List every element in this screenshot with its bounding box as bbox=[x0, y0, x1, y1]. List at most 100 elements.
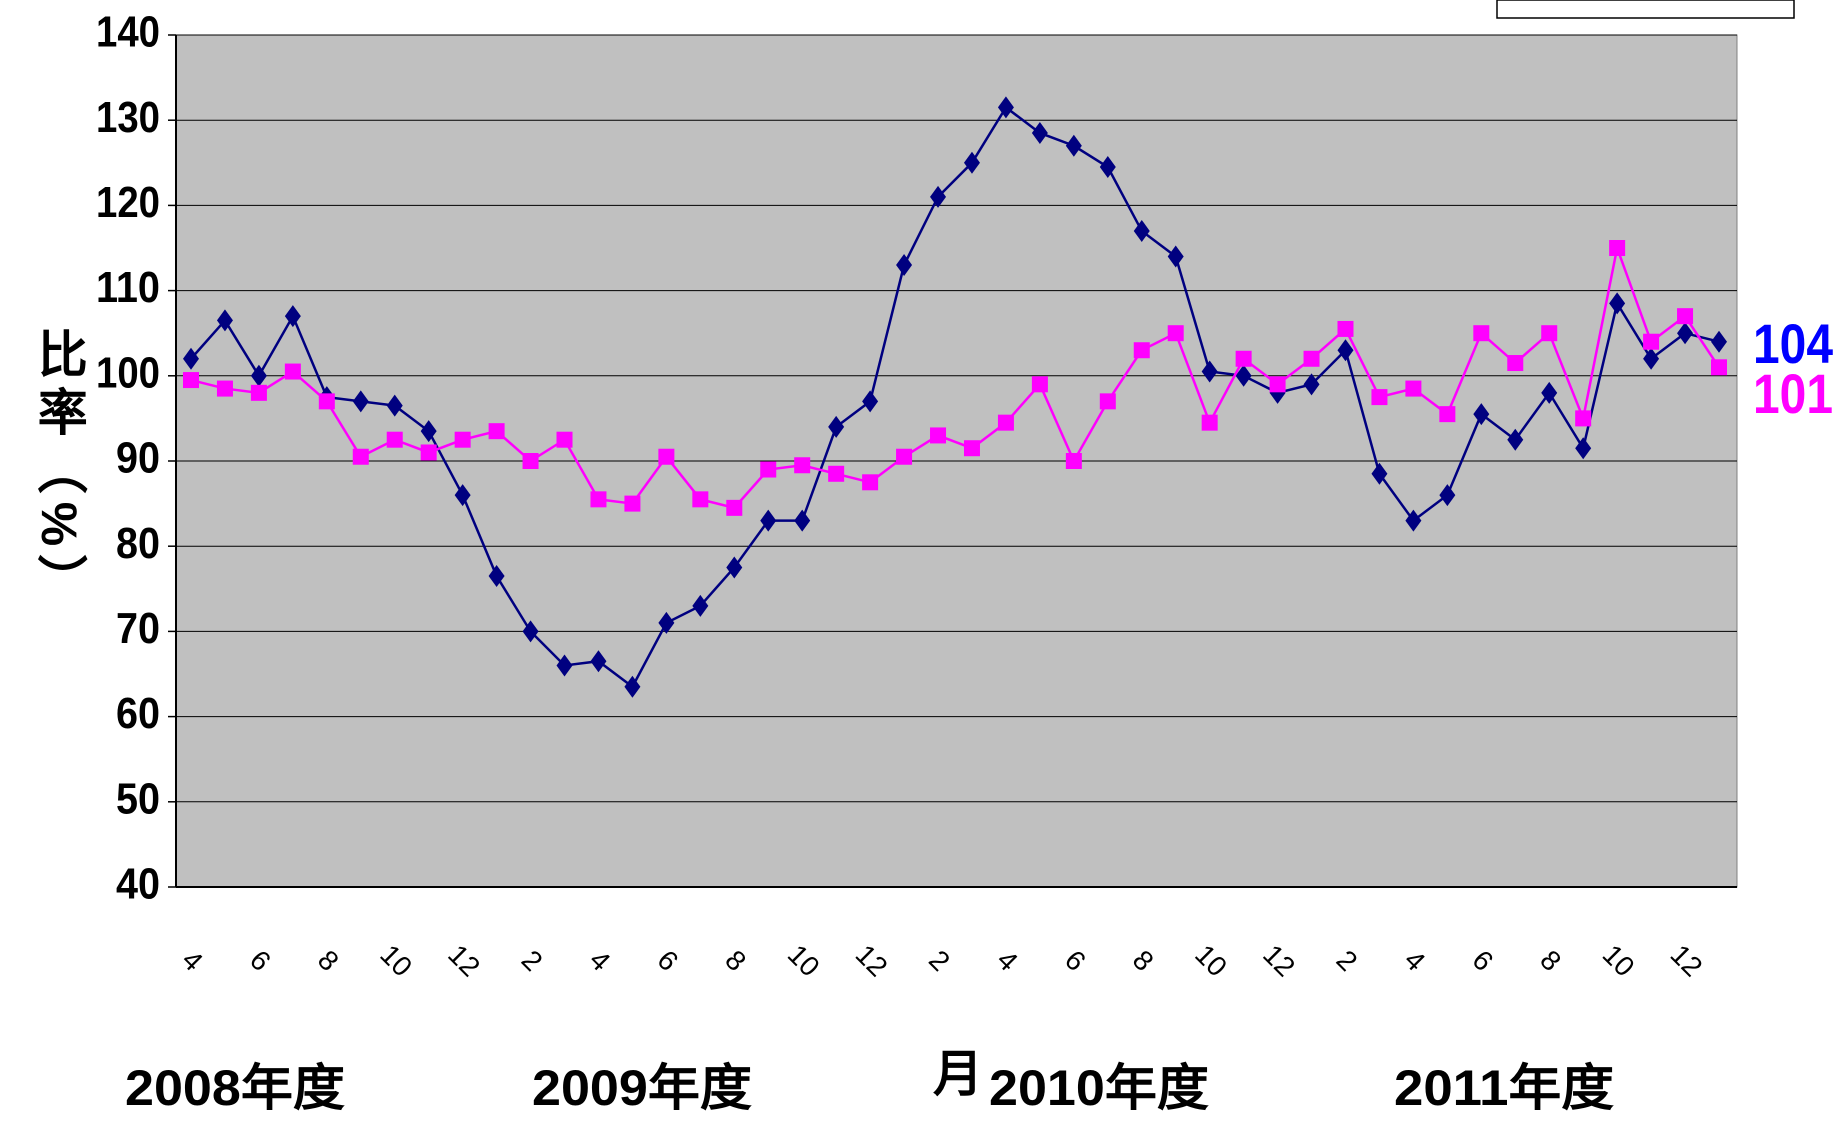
x-axis-label: 月 bbox=[933, 1046, 983, 1102]
data-point bbox=[250, 384, 267, 401]
data-point bbox=[1507, 428, 1524, 451]
data-point bbox=[794, 509, 811, 532]
data-point bbox=[522, 620, 539, 643]
y-tick-label: 120 bbox=[96, 178, 160, 227]
x-tick-label: 8 bbox=[719, 944, 752, 977]
data-point bbox=[1371, 389, 1388, 406]
y-tick-label: 80 bbox=[116, 519, 160, 568]
data-point bbox=[726, 499, 743, 516]
data-point bbox=[1235, 364, 1252, 387]
data-point bbox=[1575, 437, 1592, 460]
x-tick-label: 6 bbox=[1466, 944, 1499, 977]
data-point bbox=[1269, 376, 1286, 393]
period-label: 2010年度 bbox=[989, 1060, 1209, 1116]
data-point bbox=[1099, 156, 1116, 179]
data-point bbox=[1405, 509, 1422, 532]
data-point bbox=[692, 594, 709, 617]
data-point bbox=[1337, 320, 1354, 337]
y-tick-label: 60 bbox=[116, 689, 160, 738]
data-point bbox=[488, 565, 505, 588]
data-point bbox=[1065, 134, 1082, 157]
data-point bbox=[930, 427, 947, 444]
x-tick-label: 12 bbox=[1665, 939, 1709, 983]
data-point bbox=[1643, 333, 1660, 350]
data-point bbox=[1473, 403, 1490, 426]
data-point bbox=[284, 363, 301, 380]
data-point bbox=[930, 185, 947, 208]
end-label: 104 bbox=[1753, 312, 1833, 375]
y-tick-label: 50 bbox=[116, 774, 160, 823]
data-point bbox=[1439, 406, 1456, 423]
x-tick-label: 4 bbox=[991, 944, 1024, 977]
period-label: 2008年度 bbox=[125, 1060, 345, 1116]
data-point bbox=[1031, 121, 1048, 144]
data-point bbox=[896, 254, 913, 277]
data-point bbox=[1711, 330, 1727, 353]
series-line bbox=[190, 243, 1721, 510]
data-point bbox=[1609, 240, 1626, 256]
data-point bbox=[997, 414, 1014, 431]
x-tick-label: 6 bbox=[651, 944, 684, 977]
data-point bbox=[1031, 376, 1048, 393]
data-point bbox=[692, 491, 709, 508]
data-point bbox=[1677, 322, 1694, 345]
data-point bbox=[420, 444, 437, 461]
data-point bbox=[760, 509, 777, 532]
data-point bbox=[1677, 308, 1694, 325]
x-tick-label: 12 bbox=[850, 939, 894, 983]
x-tick-label: 8 bbox=[1534, 944, 1567, 977]
data-point bbox=[1405, 380, 1422, 397]
data-point bbox=[216, 309, 233, 332]
data-point bbox=[1609, 292, 1626, 315]
data-point bbox=[454, 484, 471, 507]
y-tick-label: 110 bbox=[96, 263, 160, 312]
data-point bbox=[1541, 381, 1558, 404]
data-point bbox=[420, 420, 437, 443]
data-point bbox=[454, 431, 471, 448]
x-tick-label: 6 bbox=[1059, 944, 1092, 977]
data-point bbox=[896, 448, 913, 465]
data-point bbox=[1099, 393, 1116, 410]
data-point bbox=[183, 347, 199, 370]
period-label: 2009年度 bbox=[532, 1060, 752, 1116]
data-point bbox=[250, 364, 267, 387]
data-point bbox=[1371, 462, 1388, 485]
x-tick-label: 8 bbox=[312, 944, 345, 977]
data-point bbox=[1473, 325, 1490, 342]
x-tick-label: 2 bbox=[923, 944, 956, 977]
data-point bbox=[828, 465, 845, 482]
data-point bbox=[794, 457, 811, 474]
data-point bbox=[1133, 219, 1150, 242]
data-point bbox=[1711, 359, 1727, 376]
data-point bbox=[1303, 350, 1320, 367]
data-point bbox=[522, 453, 539, 469]
data-point bbox=[726, 556, 743, 579]
data-point bbox=[658, 448, 675, 465]
data-point bbox=[318, 393, 335, 410]
data-point bbox=[1439, 484, 1456, 507]
data-point bbox=[183, 372, 199, 389]
data-point bbox=[1507, 355, 1524, 372]
y-axis-label: 比率（%） bbox=[31, 328, 88, 612]
data-point bbox=[488, 423, 505, 440]
data-point bbox=[1541, 325, 1558, 342]
x-tick-label: 4 bbox=[583, 944, 616, 977]
data-point bbox=[658, 611, 675, 634]
x-tick-label: 10 bbox=[374, 939, 418, 983]
data-point bbox=[1201, 414, 1218, 431]
data-point bbox=[386, 431, 403, 448]
y-tick-label: 40 bbox=[116, 860, 160, 909]
x-tick-label: 2 bbox=[1331, 944, 1364, 977]
data-point bbox=[963, 151, 980, 174]
data-point bbox=[1643, 347, 1660, 370]
x-tick-label: 12 bbox=[1257, 939, 1301, 983]
x-tick-label: 2 bbox=[516, 944, 549, 977]
data-point bbox=[352, 448, 369, 465]
data-point bbox=[556, 654, 573, 677]
data-point bbox=[997, 96, 1014, 119]
data-point bbox=[284, 305, 301, 328]
legend-box bbox=[1496, 0, 1795, 19]
period-label: 2011年度 bbox=[1394, 1060, 1614, 1116]
x-tick-label: 4 bbox=[176, 944, 209, 977]
